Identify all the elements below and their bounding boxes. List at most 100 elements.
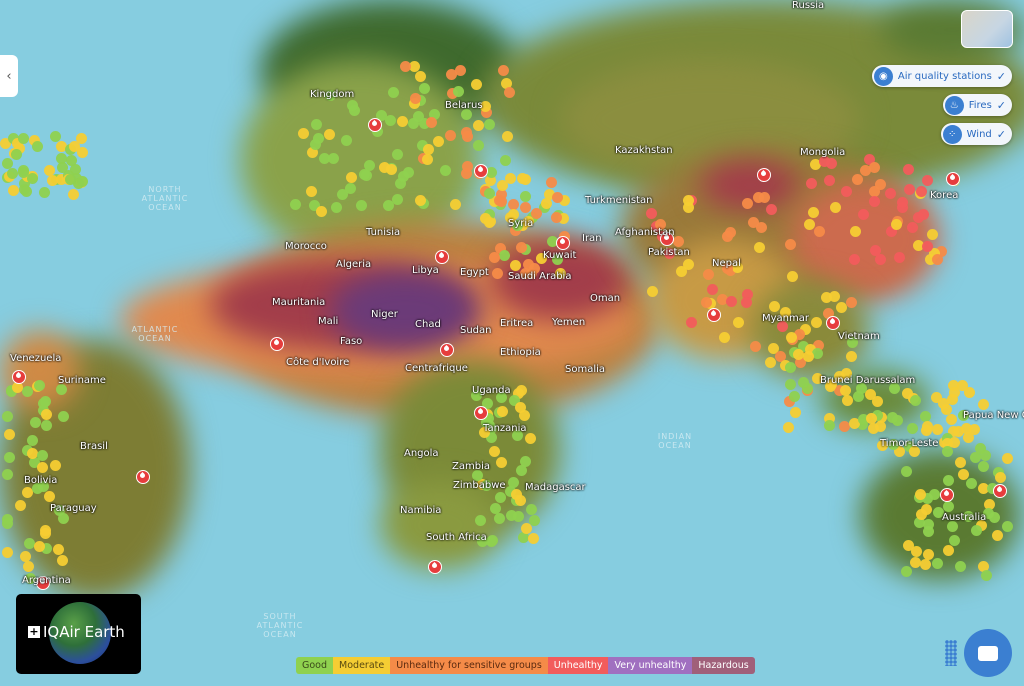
air-quality-station-marker[interactable]	[501, 131, 513, 143]
air-quality-station-marker[interactable]	[909, 445, 921, 457]
air-quality-station-marker[interactable]	[868, 422, 880, 434]
air-quality-station-marker[interactable]	[921, 241, 933, 253]
air-quality-station-marker[interactable]	[893, 446, 905, 458]
air-quality-station-marker[interactable]	[887, 412, 899, 424]
drag-handle-icon[interactable]	[945, 640, 957, 666]
fire-marker[interactable]	[556, 236, 570, 250]
air-quality-station-marker[interactable]	[948, 437, 960, 449]
air-quality-station-marker[interactable]	[954, 456, 966, 468]
air-quality-station-marker[interactable]	[328, 152, 340, 164]
air-quality-station-marker[interactable]	[400, 60, 412, 72]
air-quality-station-marker[interactable]	[975, 443, 987, 455]
air-quality-station-marker[interactable]	[943, 545, 954, 557]
air-quality-station-marker[interactable]	[907, 422, 919, 434]
air-quality-station-marker[interactable]	[797, 340, 809, 352]
air-quality-station-marker[interactable]	[485, 423, 497, 434]
air-quality-station-marker[interactable]	[871, 396, 883, 408]
air-quality-station-marker[interactable]	[40, 528, 52, 540]
air-quality-station-marker[interactable]	[2, 513, 14, 525]
air-quality-station-marker[interactable]	[555, 267, 567, 279]
air-quality-station-marker[interactable]	[28, 134, 40, 146]
air-quality-station-marker[interactable]	[931, 424, 943, 436]
air-quality-station-marker[interactable]	[700, 296, 712, 308]
air-quality-station-marker[interactable]	[392, 194, 404, 206]
air-quality-station-marker[interactable]	[31, 482, 43, 494]
air-quality-station-marker[interactable]	[834, 371, 846, 383]
air-quality-station-marker[interactable]	[1002, 520, 1014, 532]
air-quality-station-marker[interactable]	[754, 242, 766, 254]
air-quality-station-marker[interactable]	[948, 534, 960, 546]
air-quality-station-marker[interactable]	[376, 110, 388, 122]
air-quality-station-marker[interactable]	[545, 176, 557, 188]
air-quality-station-marker[interactable]	[498, 250, 510, 262]
air-quality-station-marker[interactable]	[794, 357, 806, 369]
air-quality-station-marker[interactable]	[958, 468, 970, 480]
air-quality-station-marker[interactable]	[64, 173, 76, 185]
air-quality-station-marker[interactable]	[943, 474, 955, 486]
air-quality-station-marker[interactable]	[915, 509, 927, 521]
fire-marker[interactable]	[12, 370, 26, 384]
air-quality-station-marker[interactable]	[12, 137, 24, 149]
air-quality-station-marker[interactable]	[977, 461, 989, 473]
air-quality-station-marker[interactable]	[969, 451, 981, 463]
air-quality-station-marker[interactable]	[903, 184, 915, 196]
air-quality-station-marker[interactable]	[900, 565, 912, 577]
air-quality-station-marker[interactable]	[492, 267, 504, 279]
air-quality-station-marker[interactable]	[655, 219, 667, 231]
air-quality-station-marker[interactable]	[69, 163, 81, 175]
air-quality-station-marker[interactable]	[901, 466, 913, 478]
air-quality-station-marker[interactable]	[309, 199, 321, 211]
air-quality-station-marker[interactable]	[485, 175, 497, 187]
air-quality-station-marker[interactable]	[906, 222, 918, 234]
air-quality-station-marker[interactable]	[818, 156, 830, 168]
air-quality-station-marker[interactable]	[40, 420, 52, 432]
basemap-switcher[interactable]	[961, 10, 1013, 48]
fire-marker[interactable]	[36, 576, 50, 590]
air-quality-station-marker[interactable]	[792, 348, 804, 360]
air-quality-station-marker[interactable]	[812, 372, 824, 384]
air-quality-station-marker[interactable]	[413, 110, 425, 122]
air-quality-station-marker[interactable]	[505, 173, 517, 185]
air-quality-station-marker[interactable]	[41, 409, 53, 421]
air-quality-station-marker[interactable]	[541, 198, 553, 210]
air-quality-station-marker[interactable]	[962, 431, 974, 443]
air-quality-station-marker[interactable]	[788, 391, 800, 403]
air-quality-station-marker[interactable]	[501, 78, 513, 90]
air-quality-station-marker[interactable]	[947, 380, 959, 391]
air-quality-station-marker[interactable]	[480, 480, 492, 492]
air-quality-station-marker[interactable]	[486, 432, 498, 444]
air-quality-station-marker[interactable]	[790, 406, 802, 418]
air-quality-station-marker[interactable]	[732, 317, 744, 329]
fire-marker[interactable]	[940, 488, 954, 502]
air-quality-station-marker[interactable]	[387, 87, 399, 98]
air-quality-station-marker[interactable]	[725, 227, 737, 239]
air-quality-station-marker[interactable]	[557, 213, 569, 225]
air-quality-station-marker[interactable]	[383, 200, 395, 212]
air-quality-station-marker[interactable]	[454, 64, 466, 76]
air-quality-station-marker[interactable]	[3, 428, 15, 440]
air-quality-station-marker[interactable]	[825, 157, 837, 169]
sidebar-toggle-button[interactable]: ‹	[0, 55, 18, 97]
fire-marker[interactable]	[993, 484, 1007, 498]
air-quality-station-marker[interactable]	[703, 268, 715, 280]
air-quality-station-marker[interactable]	[470, 390, 482, 402]
air-quality-station-marker[interactable]	[922, 518, 934, 530]
air-quality-station-marker[interactable]	[976, 520, 988, 532]
air-quality-station-marker[interactable]	[29, 417, 41, 429]
air-quality-station-marker[interactable]	[845, 350, 857, 362]
air-quality-station-marker[interactable]	[419, 82, 431, 94]
air-quality-station-marker[interactable]	[461, 109, 473, 121]
air-quality-station-marker[interactable]	[493, 513, 505, 525]
air-quality-station-marker[interactable]	[769, 300, 781, 312]
air-quality-station-marker[interactable]	[307, 146, 319, 158]
air-quality-station-marker[interactable]	[911, 545, 923, 557]
air-quality-station-marker[interactable]	[397, 171, 409, 183]
air-quality-station-marker[interactable]	[472, 470, 484, 482]
air-quality-station-marker[interactable]	[874, 179, 886, 191]
air-quality-station-marker[interactable]	[14, 500, 26, 512]
air-quality-station-marker[interactable]	[77, 176, 89, 188]
air-quality-station-marker[interactable]	[525, 433, 537, 445]
layer-toggle-wind[interactable]: ⁘ Wind ✓	[940, 123, 1012, 145]
air-quality-station-marker[interactable]	[887, 438, 899, 450]
air-quality-station-marker[interactable]	[902, 164, 914, 176]
